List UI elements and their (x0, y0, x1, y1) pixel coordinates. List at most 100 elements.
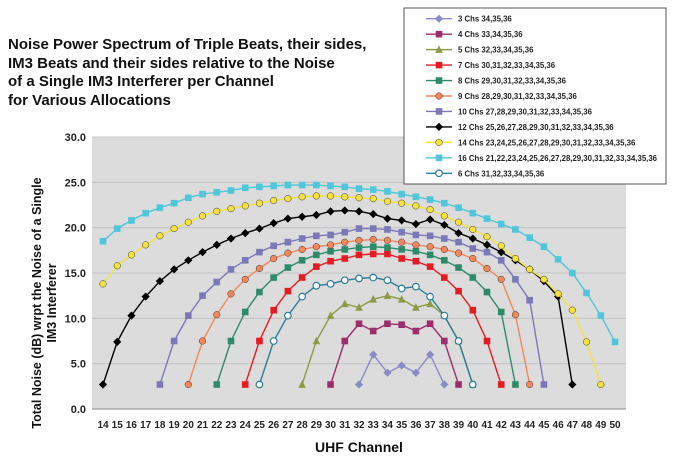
data-point (355, 244, 363, 251)
data-point (597, 312, 605, 319)
data-point (426, 215, 435, 224)
data-point (441, 274, 448, 281)
data-point (142, 209, 149, 217)
data-point (455, 249, 463, 257)
data-point (141, 292, 150, 301)
data-point (497, 308, 505, 316)
data-point (426, 263, 434, 270)
x-tick-label: 17 (140, 420, 152, 431)
data-point (454, 229, 463, 238)
data-point (440, 220, 449, 230)
data-point (426, 232, 434, 240)
data-point (384, 250, 391, 258)
data-point (298, 292, 307, 301)
data-point (185, 194, 192, 202)
data-point (455, 287, 462, 295)
series-6 (156, 225, 548, 388)
data-point (313, 251, 320, 259)
legend-label: 7 Chs 30,31,32,33,34,35,36 (458, 61, 556, 70)
data-point (398, 246, 405, 253)
data-point (99, 237, 107, 245)
data-point (241, 257, 249, 264)
data-point (383, 291, 392, 299)
x-tick-label: 49 (595, 420, 607, 431)
data-point (156, 204, 164, 212)
x-tick-label: 16 (126, 420, 138, 431)
data-point (369, 250, 377, 258)
data-point (482, 240, 492, 249)
data-point (354, 380, 364, 389)
data-point (426, 251, 434, 259)
data-point (483, 215, 491, 222)
data-point (327, 231, 334, 239)
data-point (256, 337, 263, 345)
data-point (327, 247, 334, 255)
data-point (568, 306, 576, 314)
data-point (398, 238, 406, 246)
data-point (327, 182, 334, 190)
data-point (426, 292, 435, 301)
data-point (170, 199, 178, 207)
data-point (170, 225, 178, 233)
x-tick-label: 39 (453, 420, 465, 431)
data-point (383, 236, 391, 244)
data-point (327, 192, 335, 200)
data-point (326, 311, 335, 319)
legend-label: 12 Chs 25,26,27,28,29,30,31,32,33,34,35,… (458, 123, 614, 132)
data-point (184, 380, 192, 389)
data-point (369, 273, 378, 282)
data-point (341, 255, 349, 262)
x-tick-label: 50 (609, 420, 621, 431)
x-tick-label: 46 (553, 420, 565, 431)
legend-marker (435, 154, 443, 162)
data-point (284, 181, 292, 189)
data-point (441, 199, 448, 207)
data-point (113, 225, 121, 232)
data-point (454, 337, 463, 345)
data-point (397, 216, 406, 225)
data-point (469, 225, 477, 234)
data-point (298, 274, 306, 281)
data-point (383, 214, 392, 223)
x-tick-label: 18 (154, 420, 166, 431)
data-point (398, 190, 405, 198)
x-tick-label: 45 (538, 420, 550, 431)
data-point (256, 288, 263, 296)
x-tick-label: 21 (197, 420, 209, 431)
data-point (411, 368, 420, 377)
data-point (483, 288, 491, 296)
data-point (212, 240, 221, 249)
series-5 (184, 235, 534, 389)
series-8 (99, 192, 605, 389)
y-tick-label: 15.0 (65, 268, 86, 280)
data-point (241, 202, 249, 210)
data-point (469, 209, 477, 217)
data-point (469, 254, 477, 263)
legend-label: 5 Chs 32,33,34,35,36 (458, 46, 534, 55)
data-point (284, 264, 292, 271)
data-point (497, 257, 505, 264)
y-tick-label: 30.0 (65, 132, 86, 144)
data-point (497, 248, 506, 257)
data-point (411, 219, 420, 229)
x-tick-label: 22 (211, 420, 223, 431)
data-point (341, 337, 349, 345)
x-tick-label: 48 (581, 420, 593, 431)
y-axis-label: Total Noise (dB) wrpt the Noise of a Sin… (30, 177, 59, 428)
x-tick-label: 36 (410, 420, 422, 431)
data-point (241, 184, 249, 192)
data-point (213, 189, 221, 196)
data-point (469, 245, 477, 252)
data-point (199, 292, 206, 299)
data-point (284, 287, 292, 295)
data-point (512, 381, 519, 388)
legend-marker (435, 61, 443, 69)
data-point (554, 290, 562, 298)
x-tick-label: 33 (368, 420, 380, 431)
data-point (227, 337, 235, 345)
legend-marker (435, 30, 443, 38)
data-point (270, 242, 277, 250)
data-point (283, 311, 292, 320)
series-line (329, 322, 460, 385)
